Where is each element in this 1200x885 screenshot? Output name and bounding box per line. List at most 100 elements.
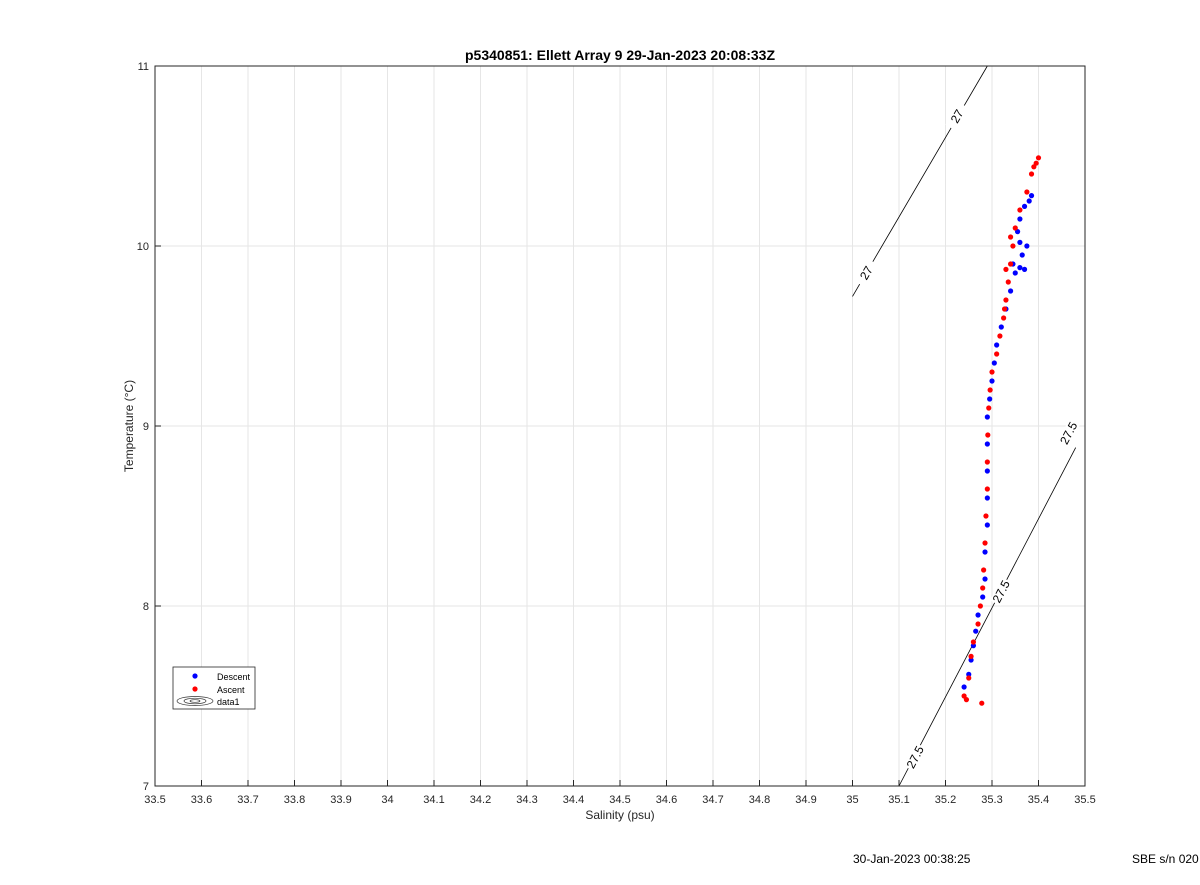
x-tick-label: 34 (381, 794, 393, 806)
legend: Descent Ascent data1 (172, 666, 256, 710)
x-tick-label: 34.5 (609, 794, 630, 806)
x-tick-label: 33.9 (330, 794, 351, 806)
contour-icon (176, 696, 214, 706)
descent-point (975, 612, 981, 618)
y-tick-label: 7 (143, 781, 149, 793)
legend-descent-label: Descent (217, 672, 251, 682)
descent-point (989, 378, 995, 384)
descent-point (987, 396, 993, 402)
gridlines (154, 65, 1086, 787)
descent-point (984, 495, 990, 501)
contour-line-27 (852, 65, 988, 297)
descent-point (1008, 288, 1014, 294)
ascent-point (1001, 315, 1007, 321)
x-tick-label: 34.7 (702, 794, 723, 806)
x-tick-label: 34.4 (563, 794, 584, 806)
ascent-point (1005, 279, 1011, 285)
x-tick-label: 33.8 (284, 794, 305, 806)
ascent-point (1028, 171, 1035, 177)
x-tick-label: 33.7 (237, 794, 258, 806)
ascent-point (987, 387, 993, 393)
descent-point (1024, 243, 1030, 249)
x-axis-label: Salinity (psu) (585, 808, 654, 822)
y-tick-label: 10 (137, 241, 149, 253)
ascent-point (1024, 189, 1030, 195)
ascent-point (966, 675, 972, 681)
ascent-point (977, 603, 983, 609)
x-tick-label: 34.8 (749, 794, 770, 806)
ascent-point (979, 700, 985, 706)
descent-point (984, 441, 990, 447)
ascent-point (1017, 207, 1023, 213)
ascent-point (985, 432, 991, 438)
ascent-point (970, 639, 977, 645)
x-tick-label: 33.5 (144, 794, 165, 806)
descent-point (1021, 203, 1028, 209)
x-tick-label: 35.5 (1074, 794, 1095, 806)
contour-label-bg (1057, 418, 1081, 448)
x-tick-label: 34.3 (516, 794, 537, 806)
y-tick-label: 11 (138, 61, 149, 73)
legend-ascent-marker (192, 686, 198, 692)
ascent-point (963, 697, 970, 703)
legend-data1-label: data1 (217, 697, 240, 707)
contour-line-27.5 (898, 447, 1077, 787)
ascent-point (1010, 243, 1016, 249)
ascent-point (997, 333, 1003, 339)
descent-point (980, 594, 986, 600)
ascent-point (968, 653, 974, 660)
ascent-point (984, 486, 990, 492)
contour-label-bg (945, 102, 969, 131)
ascent-point (989, 369, 995, 375)
x-tick-label: 35.2 (935, 794, 956, 806)
ascent-point (1001, 306, 1008, 312)
footer-timestamp: 30-Jan-2023 00:38:25 (853, 852, 971, 866)
x-tick-labels: 33.5 33.6 33.7 33.8 33.9 34 34.1 34.2 34.3 34.4 34… (144, 780, 1096, 806)
y-axis-label: Temperature (°C) (122, 380, 136, 472)
contour-label-bg (903, 742, 927, 772)
x-tick-label: 35 (846, 794, 858, 806)
y-tick-labels: 7 8 9 10 11 (137, 61, 161, 793)
descent-point (984, 468, 990, 474)
ascent-point (975, 621, 981, 627)
x-tick-label: 35.3 (981, 794, 1002, 806)
descent-point (970, 643, 977, 649)
ascent-point (1003, 266, 1009, 272)
x-tick-label: 34.6 (656, 794, 677, 806)
descent-point (1026, 198, 1032, 204)
ascent-point (1003, 297, 1009, 303)
contour-label: 27 (948, 107, 967, 126)
descent-point (1019, 252, 1025, 258)
legend-ascent-label: Ascent (217, 685, 245, 695)
descent-point (982, 576, 988, 582)
descent-point (961, 684, 967, 690)
ascent-point (994, 351, 1000, 357)
x-tick-label: 34.1 (423, 794, 444, 806)
x-tick-label: 34.2 (470, 794, 491, 806)
descent-point (991, 360, 997, 366)
descent-point (966, 671, 972, 678)
contour-label-bg (854, 258, 879, 288)
contour-label-bg (989, 577, 1013, 606)
data-points (961, 155, 1042, 706)
footer-serial-number: SBE s/n 020 (1132, 852, 1199, 866)
ascent-point (982, 540, 988, 546)
x-tick-label: 34.9 (795, 794, 816, 806)
descent-point (1012, 270, 1018, 276)
x-tick-label: 35.4 (1028, 794, 1049, 806)
descent-point (998, 324, 1004, 330)
descent-point (1021, 266, 1028, 272)
ascent-point (1012, 225, 1018, 231)
descent-point (994, 342, 1000, 348)
x-tick-label: 33.6 (191, 794, 212, 806)
descent-point (1028, 193, 1035, 199)
ascent-point (981, 567, 987, 573)
ascent-point (980, 585, 986, 591)
legend-box (172, 666, 256, 710)
chart-title: p5340851: Ellett Array 9 29-Jan-2023 20:… (465, 47, 775, 63)
ascent-point (1035, 155, 1042, 161)
legend-descent-marker (192, 673, 198, 679)
ascent-point (984, 459, 990, 465)
descent-point (982, 549, 988, 555)
